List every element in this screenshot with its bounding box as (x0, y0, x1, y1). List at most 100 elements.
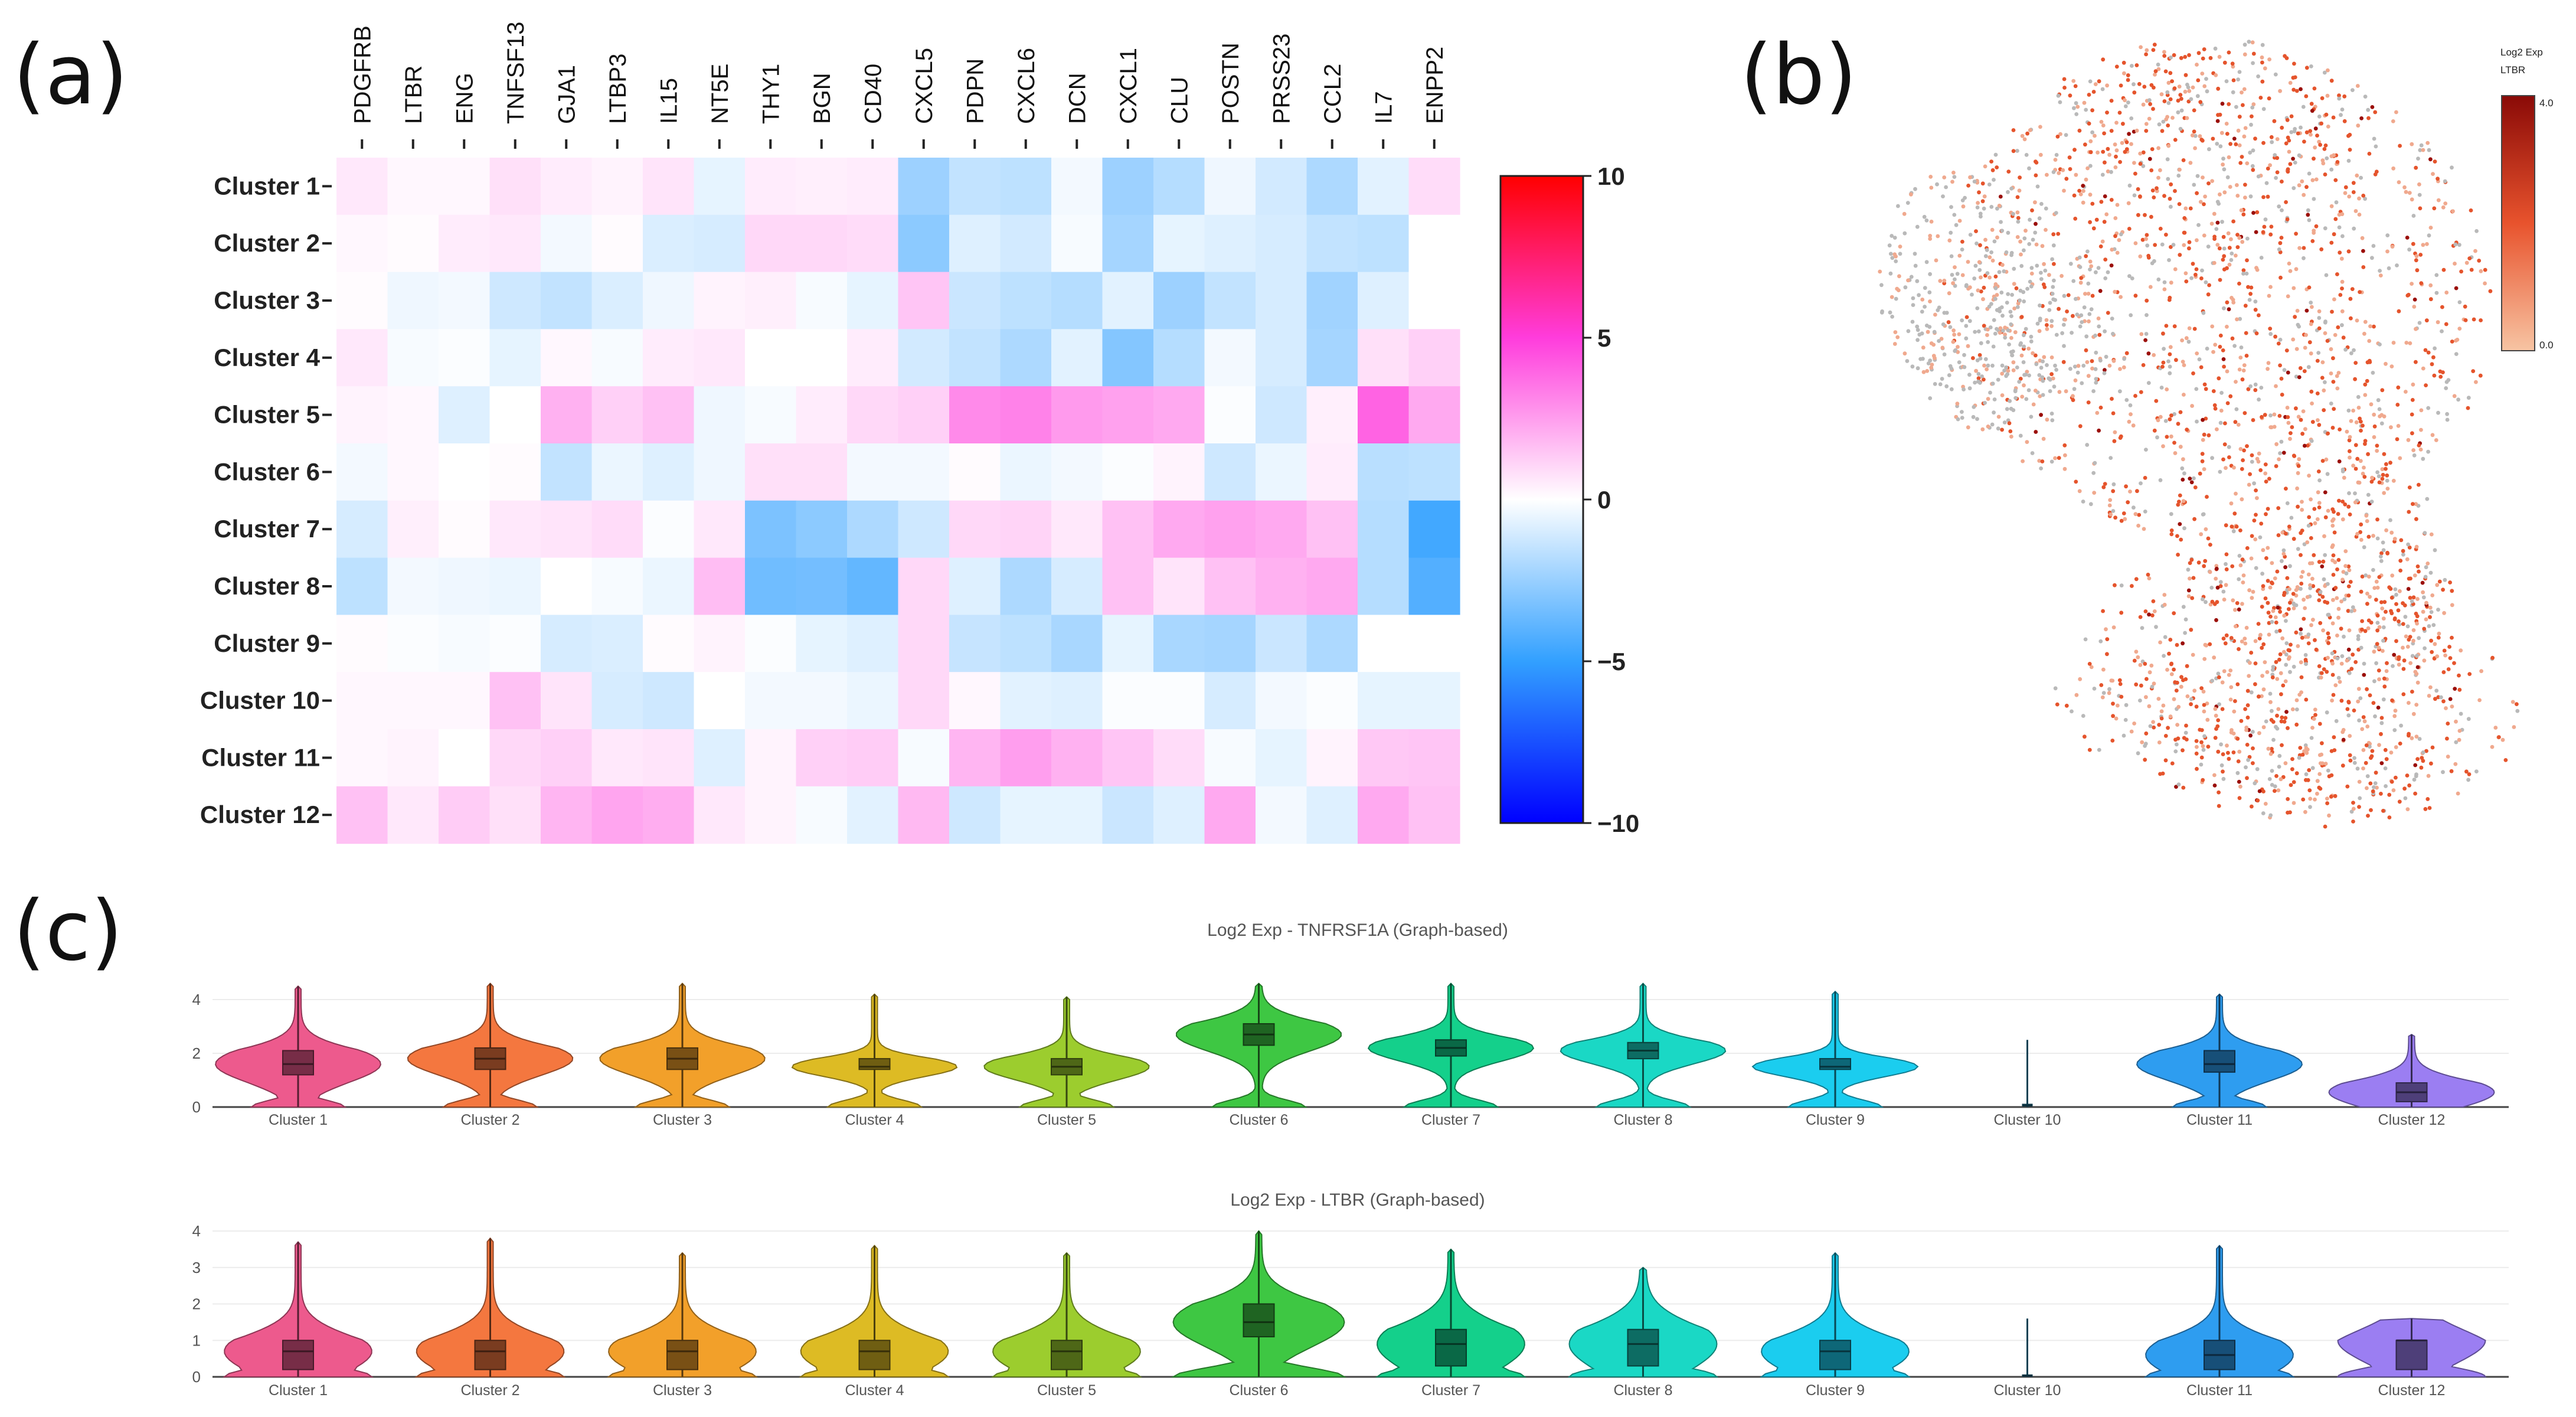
violin-ytick-label: 1 (192, 1331, 201, 1349)
heatmap-cell (1051, 557, 1103, 615)
violin-category-label: Cluster 5 (1037, 1382, 1096, 1399)
umap-point (2223, 421, 2227, 426)
umap-point (2168, 71, 2173, 76)
umap-point (2444, 322, 2448, 327)
umap-point (2109, 169, 2113, 174)
umap-point (2294, 347, 2299, 351)
umap-point (2173, 138, 2178, 142)
umap-point (2411, 448, 2416, 452)
heatmap-cell (1051, 443, 1103, 501)
umap-point (2131, 423, 2136, 428)
heatmap-cell (643, 443, 695, 501)
umap-point (2138, 151, 2143, 156)
umap-point (2227, 246, 2232, 250)
umap-point (2182, 230, 2187, 235)
heatmap-cell (1153, 214, 1205, 273)
umap-point (2431, 623, 2436, 627)
umap-point (2019, 252, 2023, 257)
umap-point (2404, 390, 2408, 394)
umap-point (2143, 609, 2148, 613)
umap-point (2049, 372, 2054, 377)
umap-point (2303, 653, 2308, 657)
umap-point (2009, 435, 2013, 439)
umap-point (2274, 621, 2278, 625)
umap-point (2342, 475, 2346, 480)
umap-point (2372, 435, 2376, 439)
umap-point (2172, 324, 2177, 328)
umap-point (2101, 485, 2106, 489)
umap-point (2284, 141, 2289, 146)
heatmap-cell (1358, 158, 1410, 216)
heatmap-cell (847, 557, 899, 615)
umap-point (2169, 672, 2174, 677)
umap-point (2243, 126, 2248, 130)
umap-point (2035, 184, 2040, 189)
umap-point (2388, 518, 2392, 523)
umap-point (2133, 293, 2138, 298)
umap-point (2284, 619, 2288, 623)
umap-point (2215, 119, 2220, 123)
umap-point (2294, 630, 2299, 635)
umap-point (2145, 233, 2149, 237)
heatmap-cell (591, 729, 643, 787)
umap-point (2073, 378, 2078, 383)
umap-point (2148, 285, 2153, 289)
umap-point (2322, 388, 2326, 393)
umap-point (2105, 110, 2109, 115)
umap-point (2189, 97, 2193, 102)
umap-point (2379, 413, 2384, 417)
umap-point (2263, 471, 2268, 476)
umap-point (2410, 197, 2414, 202)
heatmap-cell (694, 500, 746, 559)
umap-point (2141, 363, 2146, 367)
umap-point (2282, 368, 2287, 373)
umap-point (2340, 323, 2344, 328)
umap-point (2340, 517, 2345, 522)
violin-category-label: Cluster 4 (845, 1382, 904, 1399)
umap-point (2348, 449, 2352, 453)
umap-point (2352, 756, 2357, 760)
umap-point (2419, 408, 2424, 413)
umap-point (2182, 243, 2186, 247)
umap-point (2365, 602, 2369, 606)
heatmap-cell (796, 443, 848, 501)
heatmap-cell (336, 214, 388, 273)
heatmap-cell (336, 786, 388, 844)
umap-point (2362, 672, 2366, 677)
umap-point (2406, 542, 2411, 547)
umap-point (2391, 664, 2395, 668)
heatmap-cell (1256, 786, 1307, 844)
umap-point (2414, 360, 2418, 364)
umap-point (2053, 456, 2057, 461)
umap-point (2219, 130, 2224, 135)
umap-point (2034, 353, 2038, 358)
umap-point (2323, 600, 2327, 604)
umap-point (2309, 351, 2313, 356)
umap-point (2362, 331, 2366, 336)
umap-point (2227, 307, 2231, 312)
umap-point (2145, 48, 2149, 53)
umap-point (2192, 108, 2196, 113)
umap-point (2175, 643, 2179, 647)
umap-point (2241, 272, 2245, 276)
umap-point (2304, 662, 2308, 666)
heatmap-cell (898, 272, 950, 329)
umap-point (2166, 143, 2171, 148)
umap-point (2375, 517, 2379, 522)
umap-point (2235, 233, 2240, 237)
heatmap-cell (1306, 615, 1358, 672)
umap-point (2353, 361, 2358, 365)
umap-point (2432, 373, 2437, 378)
violin-category-label: Cluster 10 (1994, 1112, 2061, 1128)
umap-point (2259, 521, 2264, 526)
umap-point (2063, 318, 2068, 322)
umap-point (2093, 82, 2098, 87)
umap-point (2087, 121, 2091, 126)
umap-point (2187, 89, 2192, 93)
heatmap-cell (1408, 729, 1460, 787)
umap-point (2054, 153, 2059, 157)
umap-point (2332, 232, 2336, 237)
umap-point (2191, 262, 2195, 266)
umap-point (2254, 266, 2258, 270)
umap-point (2457, 243, 2461, 247)
